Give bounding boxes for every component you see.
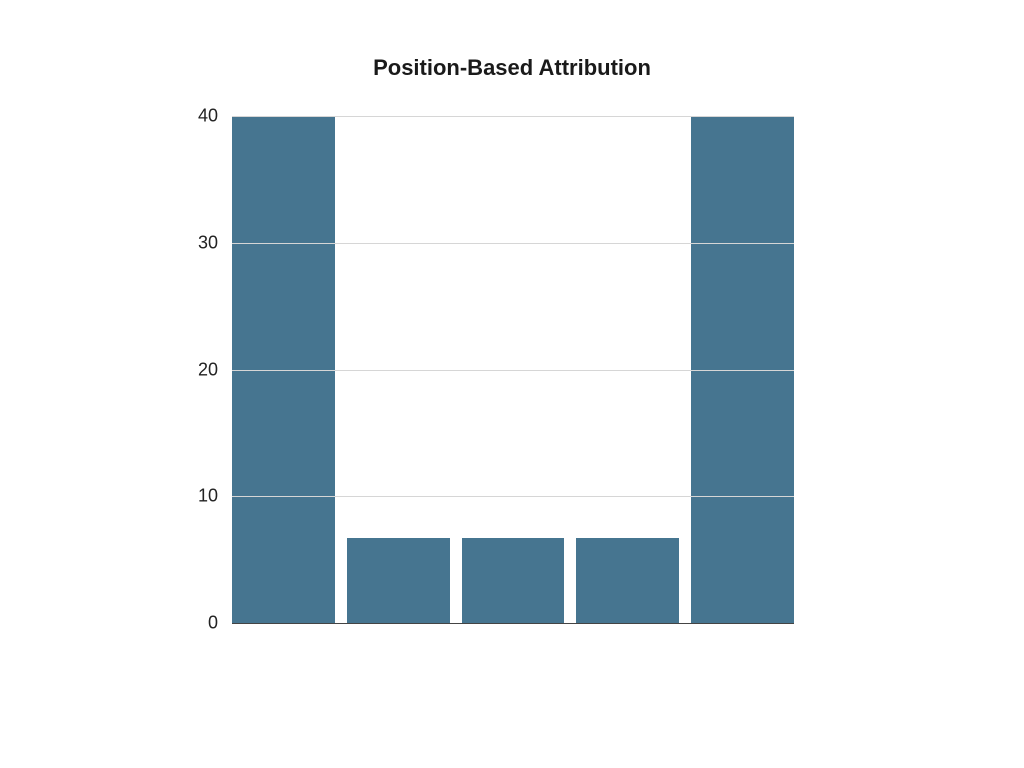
page: Position-Based Attribution 010203040 [0, 0, 1024, 768]
ytick-label: 40 [198, 106, 232, 127]
ytick-label: 10 [198, 486, 232, 507]
bar [462, 538, 565, 623]
ytick-label: 30 [198, 232, 232, 253]
gridline [232, 496, 794, 497]
ytick-label: 0 [208, 613, 232, 634]
bar [347, 538, 450, 623]
chart-area: 010203040 [232, 116, 794, 624]
bar [576, 538, 679, 623]
gridline [232, 243, 794, 244]
gridline [232, 116, 794, 117]
gridline [232, 370, 794, 371]
chart-title: Position-Based Attribution [0, 55, 1024, 81]
plot-box: 010203040 [232, 116, 794, 624]
ytick-label: 20 [198, 359, 232, 380]
